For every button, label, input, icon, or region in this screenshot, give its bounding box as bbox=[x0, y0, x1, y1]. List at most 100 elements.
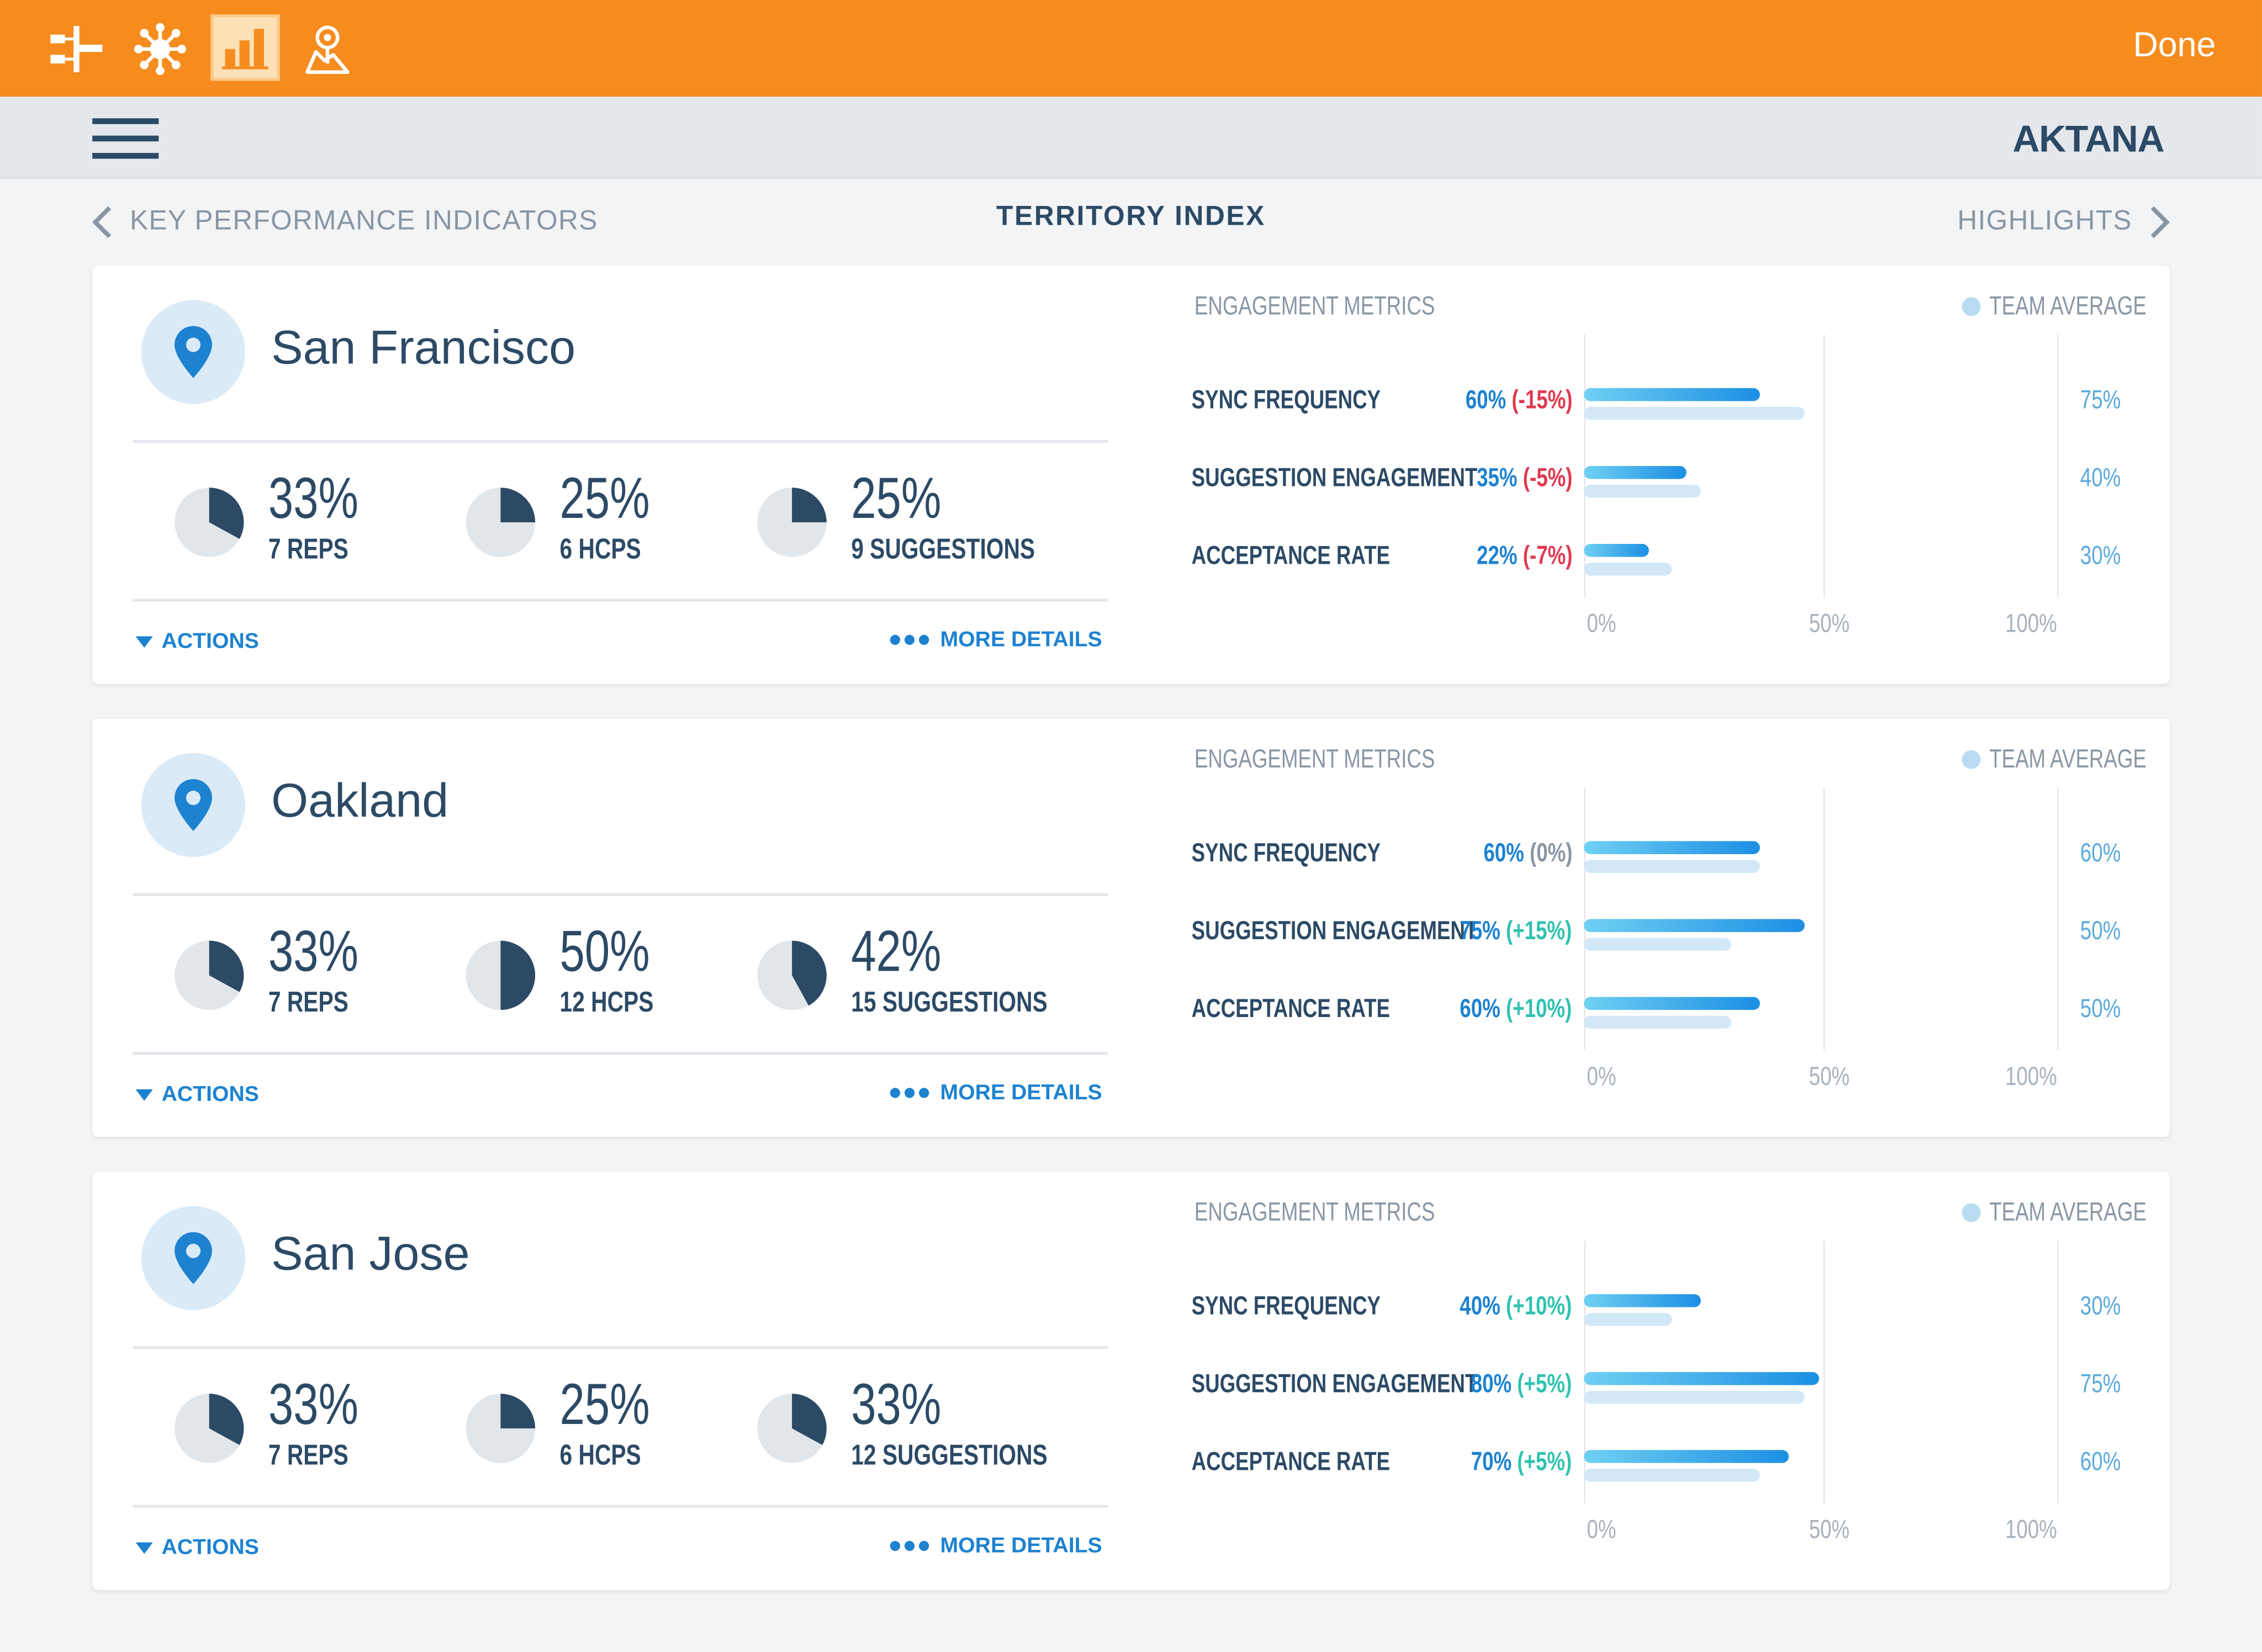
team-average-value: 50% bbox=[2080, 994, 2121, 1023]
nav-bar: AKTANA bbox=[0, 97, 2262, 179]
hamburger-menu-icon[interactable] bbox=[92, 115, 161, 162]
metric-delta: (-15%) bbox=[1511, 385, 1573, 414]
axis-tick-label: 0% bbox=[1587, 608, 1616, 638]
team-average-value: 60% bbox=[2080, 1447, 2121, 1476]
more-details-label: MORE DETAILS bbox=[940, 1081, 1102, 1105]
current-value-bar bbox=[1584, 841, 1760, 854]
more-details-button[interactable]: MORE DETAILS bbox=[890, 1534, 1102, 1558]
metric-value: 35% (-5%) bbox=[1450, 463, 1572, 494]
location-pin-icon bbox=[141, 753, 246, 857]
metric-name: SUGGESTION ENGAGEMENT bbox=[1191, 1369, 1478, 1399]
top-toolbar: Done bbox=[0, 0, 2262, 97]
actions-dropdown[interactable]: ACTIONS bbox=[135, 629, 259, 654]
team-average-bar bbox=[1584, 1312, 1672, 1326]
actions-dropdown[interactable]: ACTIONS bbox=[135, 1535, 259, 1560]
stat-label: 12 HCPS bbox=[559, 987, 654, 1019]
stat-percent: 50% bbox=[559, 920, 650, 984]
metric-delta: (+5%) bbox=[1518, 1369, 1573, 1399]
team-average-legend: TEAM AVERAGE bbox=[1962, 1198, 2191, 1228]
metric-row: SYNC FREQUENCY 40% (+10%) 30% bbox=[92, 1291, 2170, 1335]
team-average-bar bbox=[1584, 406, 1804, 420]
metric-row: SYNC FREQUENCY 60% (-15%) 75% bbox=[92, 385, 2170, 428]
stat-percent: 33% bbox=[268, 467, 358, 531]
stat-percent: 42% bbox=[851, 920, 942, 984]
team-average-bar bbox=[1584, 1469, 1760, 1482]
chart-gridline bbox=[1823, 1241, 1825, 1503]
chart-gridline bbox=[1584, 1241, 1585, 1503]
stat-label: 6 HCPS bbox=[559, 533, 641, 566]
legend-dot bbox=[1962, 1203, 1981, 1222]
stat-label: 9 SUGGESTIONS bbox=[851, 533, 1035, 566]
back-to-kpi-link[interactable]: KEY PERFORMANCE INDICATORS bbox=[92, 205, 598, 240]
current-value-bar bbox=[1584, 466, 1687, 479]
actions-dropdown[interactable]: ACTIONS bbox=[135, 1082, 259, 1106]
pie-chart-icon bbox=[757, 940, 827, 1010]
stat-label: 15 SUGGESTIONS bbox=[851, 987, 1048, 1019]
chart-gridline bbox=[2057, 1241, 2059, 1503]
team-average-bar bbox=[1584, 485, 1701, 498]
more-details-button[interactable]: MORE DETAILS bbox=[890, 1081, 1102, 1105]
chart-gridline bbox=[1584, 787, 1585, 1051]
chart-gridline bbox=[2057, 335, 2059, 597]
axis-tick-label: 100% bbox=[2005, 1062, 2057, 1091]
team-average-value: 30% bbox=[2080, 1291, 2121, 1320]
pie-chart-icon bbox=[175, 1394, 244, 1463]
team-average-bar bbox=[1584, 1391, 1804, 1404]
current-value-bar bbox=[1584, 1450, 1790, 1463]
city-name: San Jose bbox=[271, 1226, 470, 1280]
metric-row: ACCEPTANCE RATE 22% (-7%) 30% bbox=[92, 541, 2170, 584]
current-value-bar bbox=[1584, 1372, 1819, 1385]
map-pin-icon[interactable] bbox=[299, 17, 356, 81]
stat-label: 12 SUGGESTIONS bbox=[851, 1439, 1048, 1472]
chevron-left-icon bbox=[92, 206, 112, 239]
network-icon[interactable] bbox=[131, 17, 189, 81]
bar-chart-icon[interactable] bbox=[210, 14, 280, 81]
city-name: Oakland bbox=[271, 773, 449, 827]
stat-label: 7 REPS bbox=[268, 533, 348, 566]
territory-card: San Jose 33% 7 REPS 25% 6 HCPS 33% 12 SUGGESTI… bbox=[92, 1171, 2170, 1590]
team-average-label: TEAM AVERAGE bbox=[1989, 744, 2147, 774]
metric-current: 35% bbox=[1477, 463, 1518, 493]
caret-down-icon bbox=[135, 636, 153, 647]
metric-row: SUGGESTION ENGAGEMENT 35% (-5%) 40% bbox=[92, 463, 2170, 506]
metric-delta: (+5%) bbox=[1518, 1447, 1573, 1476]
pie-chart-icon bbox=[466, 488, 536, 557]
metric-current: 75% bbox=[1460, 916, 1501, 945]
team-average-legend: TEAM AVERAGE bbox=[1962, 292, 2191, 322]
more-details-button[interactable]: MORE DETAILS bbox=[890, 628, 1102, 652]
stat-percent: 33% bbox=[268, 920, 358, 984]
team-average-bar bbox=[1584, 938, 1731, 951]
metric-current: 80% bbox=[1471, 1369, 1513, 1399]
divider bbox=[133, 1505, 1108, 1508]
metric-row: SUGGESTION ENGAGEMENT 75% (+15%) 50% bbox=[92, 916, 2170, 959]
next-highlights-link[interactable]: HIGHLIGHTS bbox=[1957, 205, 2170, 240]
divider bbox=[133, 440, 1108, 443]
team-average-bar bbox=[1584, 563, 1672, 576]
territory-card: Oakland 33% 7 REPS 50% 12 HCPS 42% 15 SUGGESTI… bbox=[92, 718, 2170, 1137]
team-average-value: 60% bbox=[2080, 838, 2121, 867]
divider bbox=[133, 893, 1108, 896]
current-value-bar bbox=[1584, 919, 1804, 933]
hierarchy-icon[interactable] bbox=[47, 17, 105, 81]
team-average-legend: TEAM AVERAGE bbox=[1962, 744, 2191, 775]
metric-current: 22% bbox=[1477, 541, 1518, 570]
caret-down-icon bbox=[135, 1542, 153, 1554]
engagement-metrics-title: ENGAGEMENT METRICS bbox=[1194, 291, 1435, 321]
chart-gridline bbox=[1584, 335, 1585, 597]
metric-value: 40% (+10%) bbox=[1429, 1291, 1572, 1322]
metric-row: ACCEPTANCE RATE 60% (+10%) 50% bbox=[92, 994, 2170, 1037]
metric-value: 22% (-7%) bbox=[1450, 541, 1572, 571]
more-details-label: MORE DETAILS bbox=[940, 627, 1102, 653]
axis-tick-label: 50% bbox=[1809, 1062, 1850, 1091]
chevron-right-icon bbox=[2150, 206, 2170, 239]
legend-dot bbox=[1962, 750, 1981, 769]
metric-value: 60% (+10%) bbox=[1429, 994, 1572, 1024]
metric-delta: (+15%) bbox=[1507, 916, 1573, 945]
stat-percent: 25% bbox=[559, 1373, 650, 1437]
city-name: San Francisco bbox=[271, 320, 576, 374]
pie-chart-icon bbox=[757, 488, 827, 557]
chart-gridline bbox=[1823, 787, 1825, 1051]
done-button[interactable]: Done bbox=[2133, 26, 2216, 65]
actions-label: ACTIONS bbox=[161, 1535, 259, 1560]
